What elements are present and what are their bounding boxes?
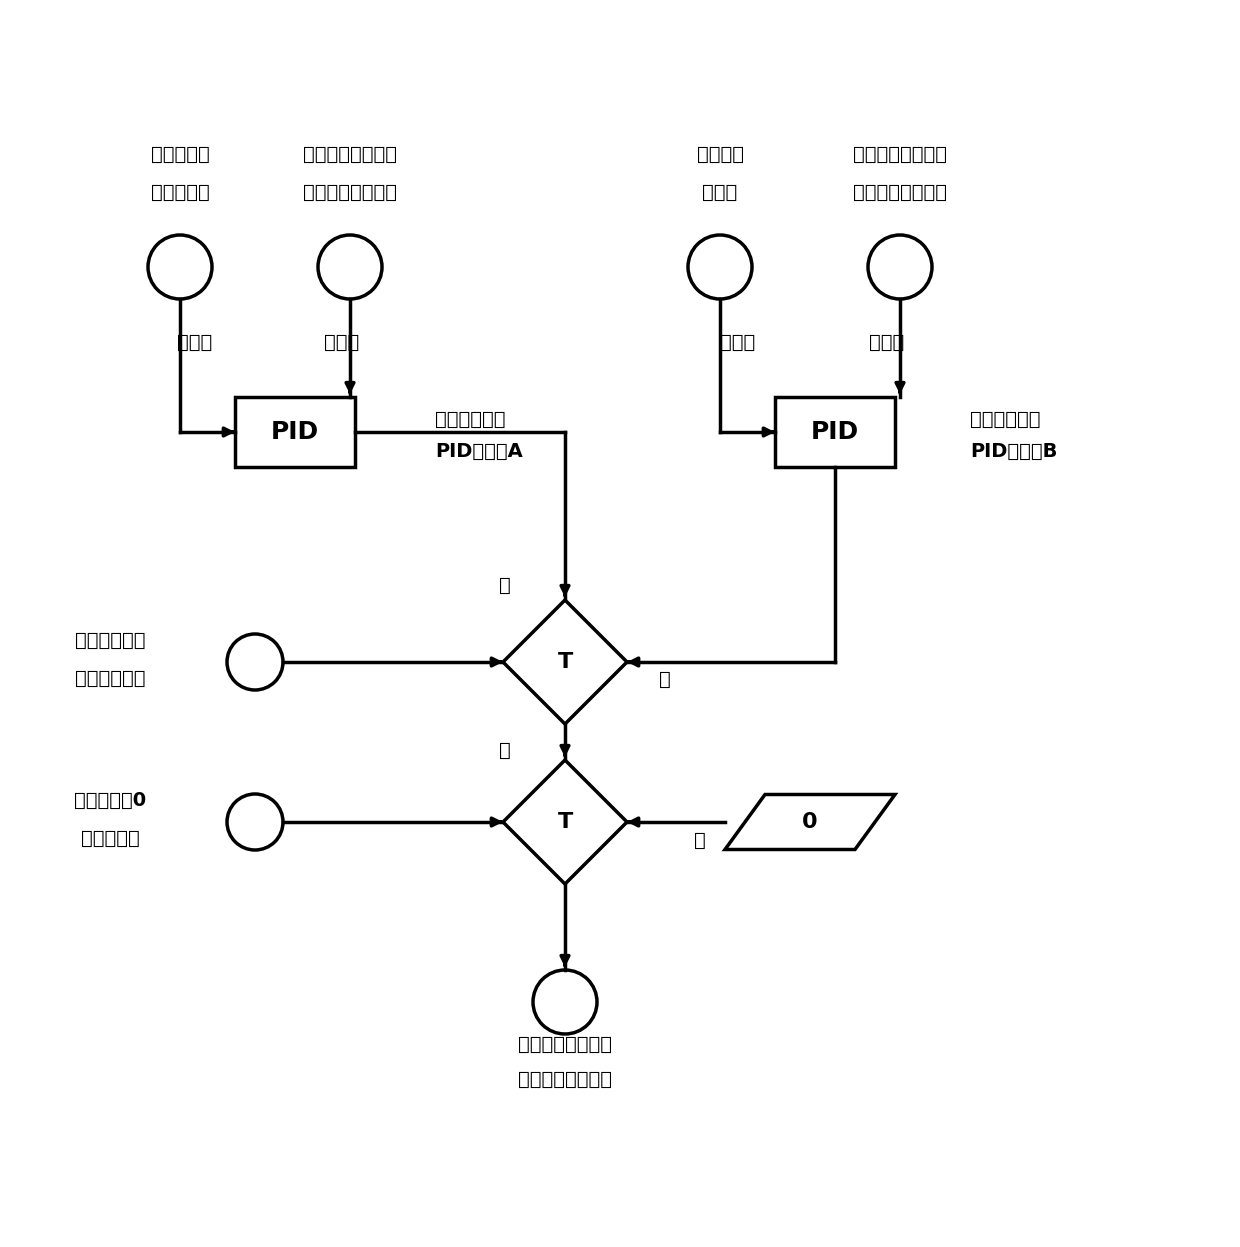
Text: 温度测量值: 温度测量值 <box>150 183 210 202</box>
Text: T: T <box>557 812 573 832</box>
Text: 否: 否 <box>660 670 671 688</box>
Text: 高旁蒸汽温度: 高旁蒸汽温度 <box>435 409 506 429</box>
Text: 后蒸汽温度测量值: 后蒸汽温度测量值 <box>303 183 397 202</box>
Text: 节阀自动控制指令: 节阀自动控制指令 <box>518 1070 613 1089</box>
Text: 被调量: 被调量 <box>325 333 360 352</box>
Text: T: T <box>557 652 573 672</box>
Text: 设定值: 设定值 <box>177 333 212 352</box>
Text: 被调量: 被调量 <box>869 333 905 352</box>
Text: PID调节器A: PID调节器A <box>435 441 523 460</box>
Text: PID调节器B: PID调节器B <box>970 441 1058 460</box>
Text: 高压旁路调节阀门: 高压旁路调节阀门 <box>853 145 947 165</box>
Text: 否: 否 <box>500 741 511 759</box>
Text: 是: 是 <box>500 576 511 595</box>
Text: 运行人员: 运行人员 <box>697 145 744 165</box>
Text: 设置值: 设置值 <box>702 183 738 202</box>
Text: 供热机组处于: 供热机组处于 <box>74 631 145 650</box>
Text: 设定值: 设定值 <box>720 333 755 352</box>
Text: 是: 是 <box>694 831 706 849</box>
Bar <box>236 397 355 466</box>
Text: 高压缸排汽: 高压缸排汽 <box>150 145 210 165</box>
Text: 后蒸汽温度测量值: 后蒸汽温度测量值 <box>853 183 947 202</box>
Text: 高压旁路减温水调: 高压旁路减温水调 <box>518 1035 613 1054</box>
Text: 连锁关闭至0: 连锁关闭至0 <box>74 791 146 809</box>
Text: 的条件满足: 的条件满足 <box>81 828 139 848</box>
Text: 旁路供热方式: 旁路供热方式 <box>74 668 145 687</box>
Text: PID: PID <box>811 420 859 444</box>
Text: PID: PID <box>270 420 319 444</box>
Text: 高压旁路调节阀门: 高压旁路调节阀门 <box>303 145 397 165</box>
Bar <box>775 397 895 466</box>
Text: 0: 0 <box>802 812 818 832</box>
Text: 高旁蒸汽温度: 高旁蒸汽温度 <box>970 409 1040 429</box>
